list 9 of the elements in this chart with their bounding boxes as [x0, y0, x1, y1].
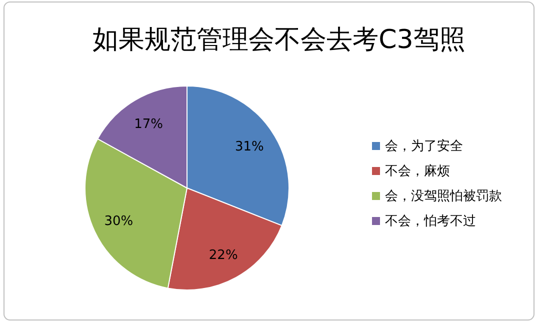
data-label: 22% [208, 248, 238, 264]
data-label: 30% [104, 214, 134, 230]
legend-label: 不会，怕考不过 [385, 214, 476, 229]
legend-label: 会，没驾照怕被罚款 [385, 189, 502, 204]
legend-label: 不会，麻烦 [385, 164, 450, 179]
chart-title: 如果规范管理会不会去考C3驾照 [92, 25, 466, 55]
data-label: 17% [134, 117, 164, 132]
legend-label: 会，为了安全 [385, 138, 463, 154]
data-label: 31% [234, 140, 264, 155]
